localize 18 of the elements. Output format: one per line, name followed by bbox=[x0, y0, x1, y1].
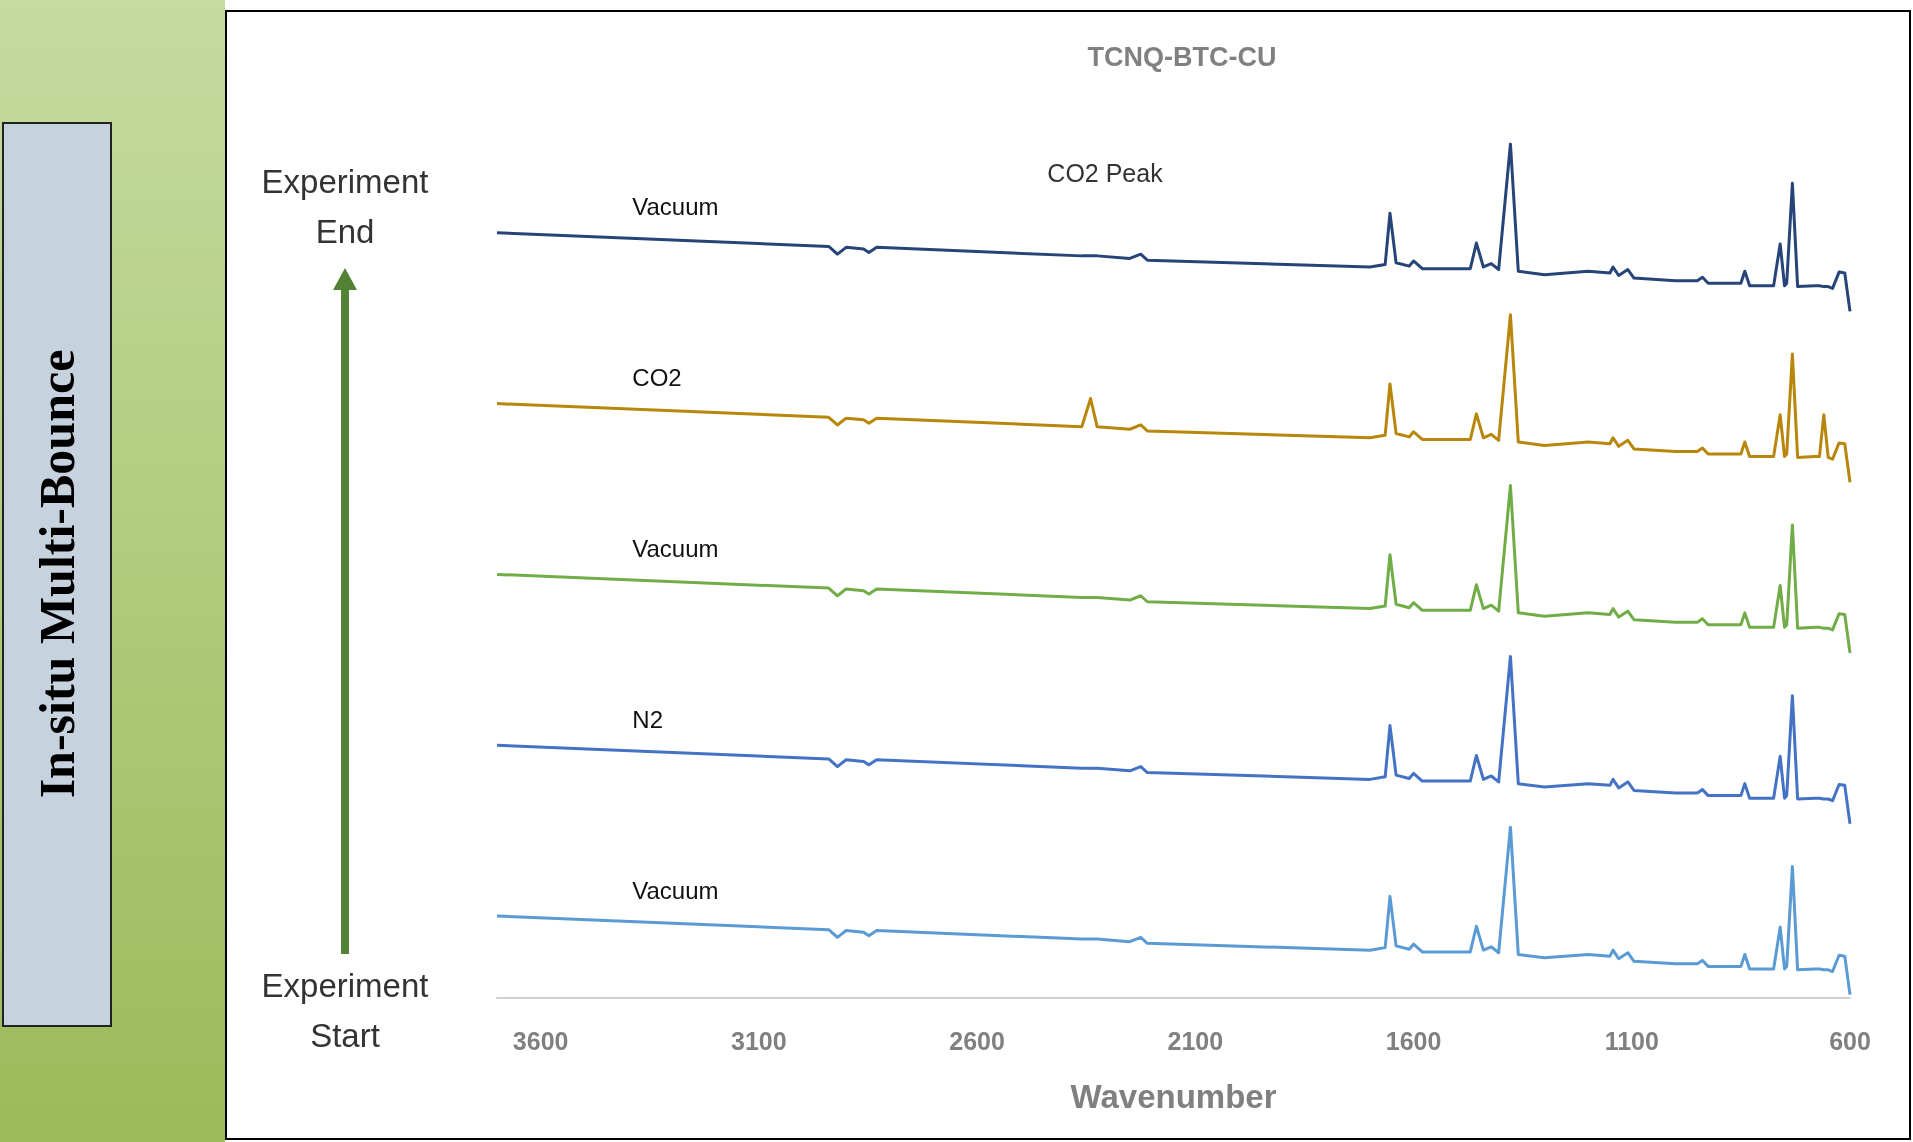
x-axis-title: Wavenumber bbox=[1070, 1078, 1277, 1115]
text: In-situ Multi-Bounce bbox=[28, 349, 86, 799]
x-tick-label: 2100 bbox=[1167, 1026, 1224, 1055]
text: Experiment Start bbox=[260, 965, 430, 1055]
x-tick-label: 3100 bbox=[731, 1026, 787, 1055]
x-tick-label: 1600 bbox=[1385, 1026, 1442, 1055]
annotation: CO2 Peak bbox=[1047, 158, 1163, 188]
x-tick-label: 3600 bbox=[512, 1026, 569, 1055]
series-label: Vacuum bbox=[632, 193, 719, 221]
series-label: Vacuum bbox=[632, 876, 719, 904]
text: Experiment End bbox=[260, 161, 430, 251]
series-label: Vacuum bbox=[632, 534, 719, 562]
series-label: CO2 bbox=[632, 364, 682, 392]
chart-title: TCNQ-BTC-CU bbox=[1087, 41, 1277, 72]
x-tick-label: 1100 bbox=[1604, 1026, 1659, 1055]
series-label: N2 bbox=[632, 705, 663, 733]
x-tick-label: 600 bbox=[1829, 1026, 1871, 1055]
x-tick-label: 2600 bbox=[949, 1026, 1005, 1055]
